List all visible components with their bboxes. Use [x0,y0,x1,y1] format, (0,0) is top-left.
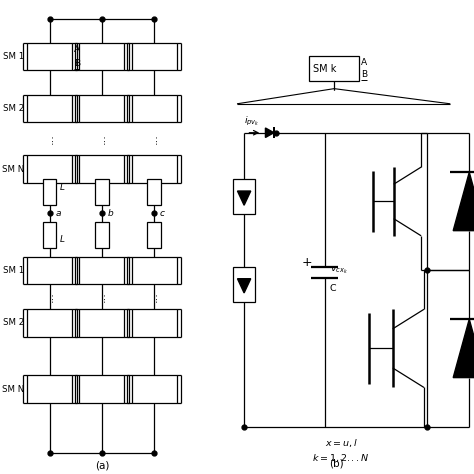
Text: C: C [329,284,336,293]
Text: +: + [301,255,312,269]
Bar [79,95,124,122]
Bar [132,95,176,122]
Bar [132,375,176,403]
Bar [79,43,124,70]
Text: SM 2: SM 2 [3,104,25,113]
Text: a: a [55,209,61,218]
Bar [309,56,359,81]
Bar [79,155,124,183]
Text: $i_{pv_k}$: $i_{pv_k}$ [244,115,260,128]
Text: A: A [74,45,80,54]
Bar [132,43,176,70]
Bar [27,95,72,122]
Text: B: B [361,70,367,79]
Polygon shape [237,191,251,205]
Polygon shape [453,319,474,378]
Bar [27,375,72,403]
Text: A: A [361,58,367,67]
Text: SM N: SM N [2,385,25,393]
Text: (b): (b) [329,458,344,468]
Bar [233,179,255,215]
Text: ...: ... [97,134,107,144]
Text: c: c [160,209,165,218]
Text: ...: ... [45,292,55,302]
Text: $x = u, l$: $x = u, l$ [325,438,358,449]
Text: SM N: SM N [2,165,25,173]
Bar [43,179,56,205]
Polygon shape [265,128,274,137]
Text: ...: ... [45,134,55,144]
Polygon shape [237,279,251,293]
Bar [79,375,124,403]
Bar [132,155,176,183]
Bar [233,266,255,302]
Text: $v_{cx_k}$: $v_{cx_k}$ [330,264,348,276]
Text: (a): (a) [95,461,109,471]
Text: SM 2: SM 2 [3,319,25,327]
Polygon shape [453,172,474,231]
Text: ...: ... [149,292,159,302]
Bar [27,155,72,183]
Bar [43,222,56,247]
Text: b: b [108,209,113,218]
Text: SM k: SM k [313,64,337,74]
Bar [27,257,72,284]
Bar [132,309,176,337]
Bar [79,257,124,284]
Bar [147,179,161,205]
Bar [27,309,72,337]
Text: ...: ... [149,134,159,144]
Bar [27,43,72,70]
Text: ...: ... [97,292,107,302]
Text: SM 1: SM 1 [3,266,25,275]
Text: $k = 1, 2...N$: $k = 1, 2...N$ [312,452,370,464]
Bar [79,309,124,337]
Text: SM 1: SM 1 [3,52,25,61]
Text: L: L [60,183,65,191]
Text: B: B [74,59,80,68]
Text: L: L [60,235,65,244]
Bar [95,179,109,205]
Bar [132,257,176,284]
Bar [147,222,161,247]
Bar [95,222,109,247]
